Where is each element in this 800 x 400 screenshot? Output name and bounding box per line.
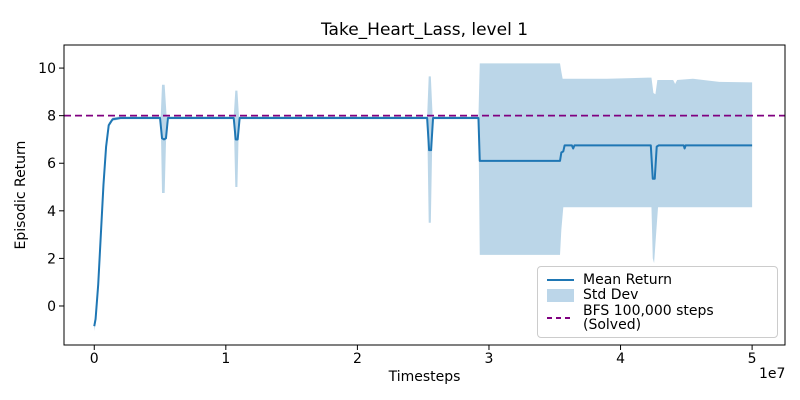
chart-title: Take_Heart_Lass, level 1 (320, 20, 529, 40)
mean-return-line-swatch (547, 278, 574, 281)
legend-entry-bfs: BFS 100,000 steps (Solved) (547, 304, 768, 332)
y-tick-label: 0 (47, 299, 56, 315)
legend-entry-std-dev: Std Dev (547, 288, 768, 302)
y-axis-label: Episodic Return (13, 140, 29, 250)
legend-label: Std Dev (583, 287, 639, 303)
legend: Mean Return Std Dev BFS 100,000 steps (S… (537, 266, 778, 338)
bfs-dashed-line-swatch (547, 316, 574, 319)
std-dev-patch-swatch (547, 288, 574, 302)
y-tick-label: 10 (38, 61, 56, 77)
std-dev-band (94, 63, 753, 331)
mean-return-line (93, 117, 753, 327)
x-tick-label: 5 (748, 351, 757, 367)
x-axis-label: Timesteps (388, 369, 461, 385)
y-tick-label: 6 (47, 156, 56, 172)
axes-frame (63, 44, 786, 346)
legend-label: Mean Return (583, 271, 673, 288)
y-tick-label: 2 (47, 251, 56, 267)
legend-label: BFS 100,000 steps (Solved) (583, 302, 714, 333)
x-axis-offset-label: 1e7 (759, 366, 786, 382)
x-tick-label: 0 (90, 351, 99, 367)
x-tick-label: 3 (485, 351, 494, 367)
y-tick-label: 4 (47, 204, 56, 220)
legend-entry-mean-return: Mean Return (547, 273, 768, 287)
x-tick-label: 4 (616, 351, 625, 367)
x-tick-label: 2 (353, 351, 362, 367)
x-tick-label: 1 (221, 351, 230, 367)
y-tick-label: 8 (47, 109, 56, 125)
